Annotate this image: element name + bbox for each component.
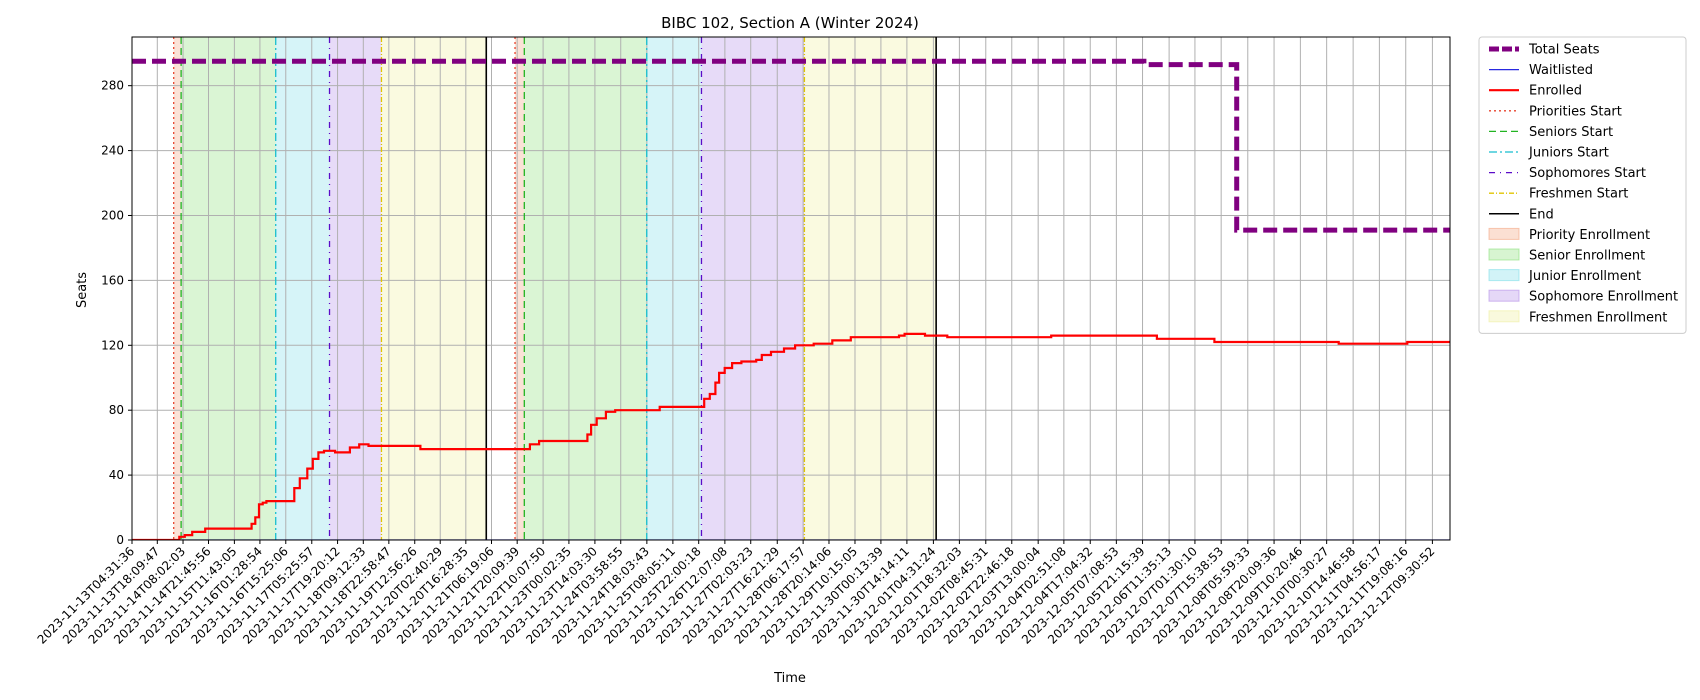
legend-label: Priority Enrollment [1529, 228, 1650, 243]
region-senior-enrollment [181, 37, 276, 540]
legend-frame [1478, 36, 1687, 334]
series-total-seats [132, 58, 1450, 233]
legend-label: Junior Enrollment [1528, 269, 1641, 284]
legend-label: End [1529, 207, 1554, 222]
legend-item: Sophomores Start [1489, 166, 1646, 181]
legend-label: Waitlisted [1529, 63, 1593, 78]
legend-item: Total Seats [1489, 43, 1600, 58]
legend-label: Juniors Start [1528, 146, 1609, 161]
legend-swatch [1488, 289, 1520, 302]
legend-item: Sophomore Enrollment [1488, 289, 1678, 305]
region-sophomore-enrollment [701, 37, 805, 540]
legend-label: Senior Enrollment [1529, 249, 1645, 264]
y-tick-label: 120 [101, 338, 124, 352]
chart-title: BIBC 102, Section A (Winter 2024) [661, 14, 919, 32]
legend-item: Freshmen Enrollment [1488, 310, 1667, 325]
region-junior-enrollment [646, 37, 702, 540]
x-axis-title: Time [773, 671, 806, 686]
plot-background [132, 37, 1450, 540]
y-tick-label: 200 [101, 208, 124, 222]
legend-item: Freshmen Start [1489, 187, 1628, 202]
y-tick-label: 280 [101, 79, 124, 93]
legend-swatch [1488, 269, 1520, 282]
legend-label: Freshmen Enrollment [1529, 310, 1667, 325]
y-tick-label: 40 [109, 468, 124, 482]
region-junior-enrollment [275, 37, 330, 540]
region-priority-enrollment [515, 37, 525, 540]
y-axis-title: Seats [75, 272, 90, 308]
y-tick-label: 160 [101, 273, 124, 287]
region-sophomore-enrollment [329, 37, 382, 540]
y-tick-label: 240 [101, 144, 124, 158]
legend: Total Seats Waitlisted Enrolled Priorities … [1478, 36, 1687, 334]
legend-label: Enrolled [1529, 84, 1582, 99]
legend-item: Seniors Start [1489, 125, 1613, 140]
region-priority-enrollment [173, 37, 182, 540]
legend-label: Priorities Start [1529, 104, 1622, 119]
legend-item: Waitlisted [1489, 63, 1593, 78]
legend-item: Senior Enrollment [1488, 248, 1645, 264]
plot-area: 040801201602002402802023-11-13T04:31:362… [35, 36, 1451, 647]
region-senior-enrollment [524, 37, 647, 540]
legend-item: Junior Enrollment [1488, 269, 1641, 284]
legend-label: Freshmen Start [1529, 187, 1628, 202]
legend-item: Priority Enrollment [1488, 227, 1650, 243]
region-freshmen-enrollment [381, 37, 487, 540]
legend-label: Sophomores Start [1529, 166, 1646, 181]
legend-item: Priorities Start [1489, 104, 1622, 119]
legend-item: Juniors Start [1489, 146, 1609, 161]
legend-label: Sophomore Enrollment [1529, 290, 1678, 305]
legend-label: Seniors Start [1529, 125, 1613, 140]
legend-item: End [1489, 207, 1554, 222]
legend-item: Enrolled [1489, 84, 1582, 99]
region-freshmen-enrollment [804, 37, 937, 540]
series-enrolled [132, 332, 1450, 540]
y-tick-label: 0 [116, 533, 124, 547]
legend-swatch [1488, 248, 1520, 261]
legend-swatch [1488, 310, 1520, 323]
legend-swatch [1488, 227, 1520, 240]
plot-frame [131, 36, 1451, 541]
legend-label: Total Seats [1528, 43, 1600, 58]
y-tick-label: 80 [109, 403, 124, 417]
